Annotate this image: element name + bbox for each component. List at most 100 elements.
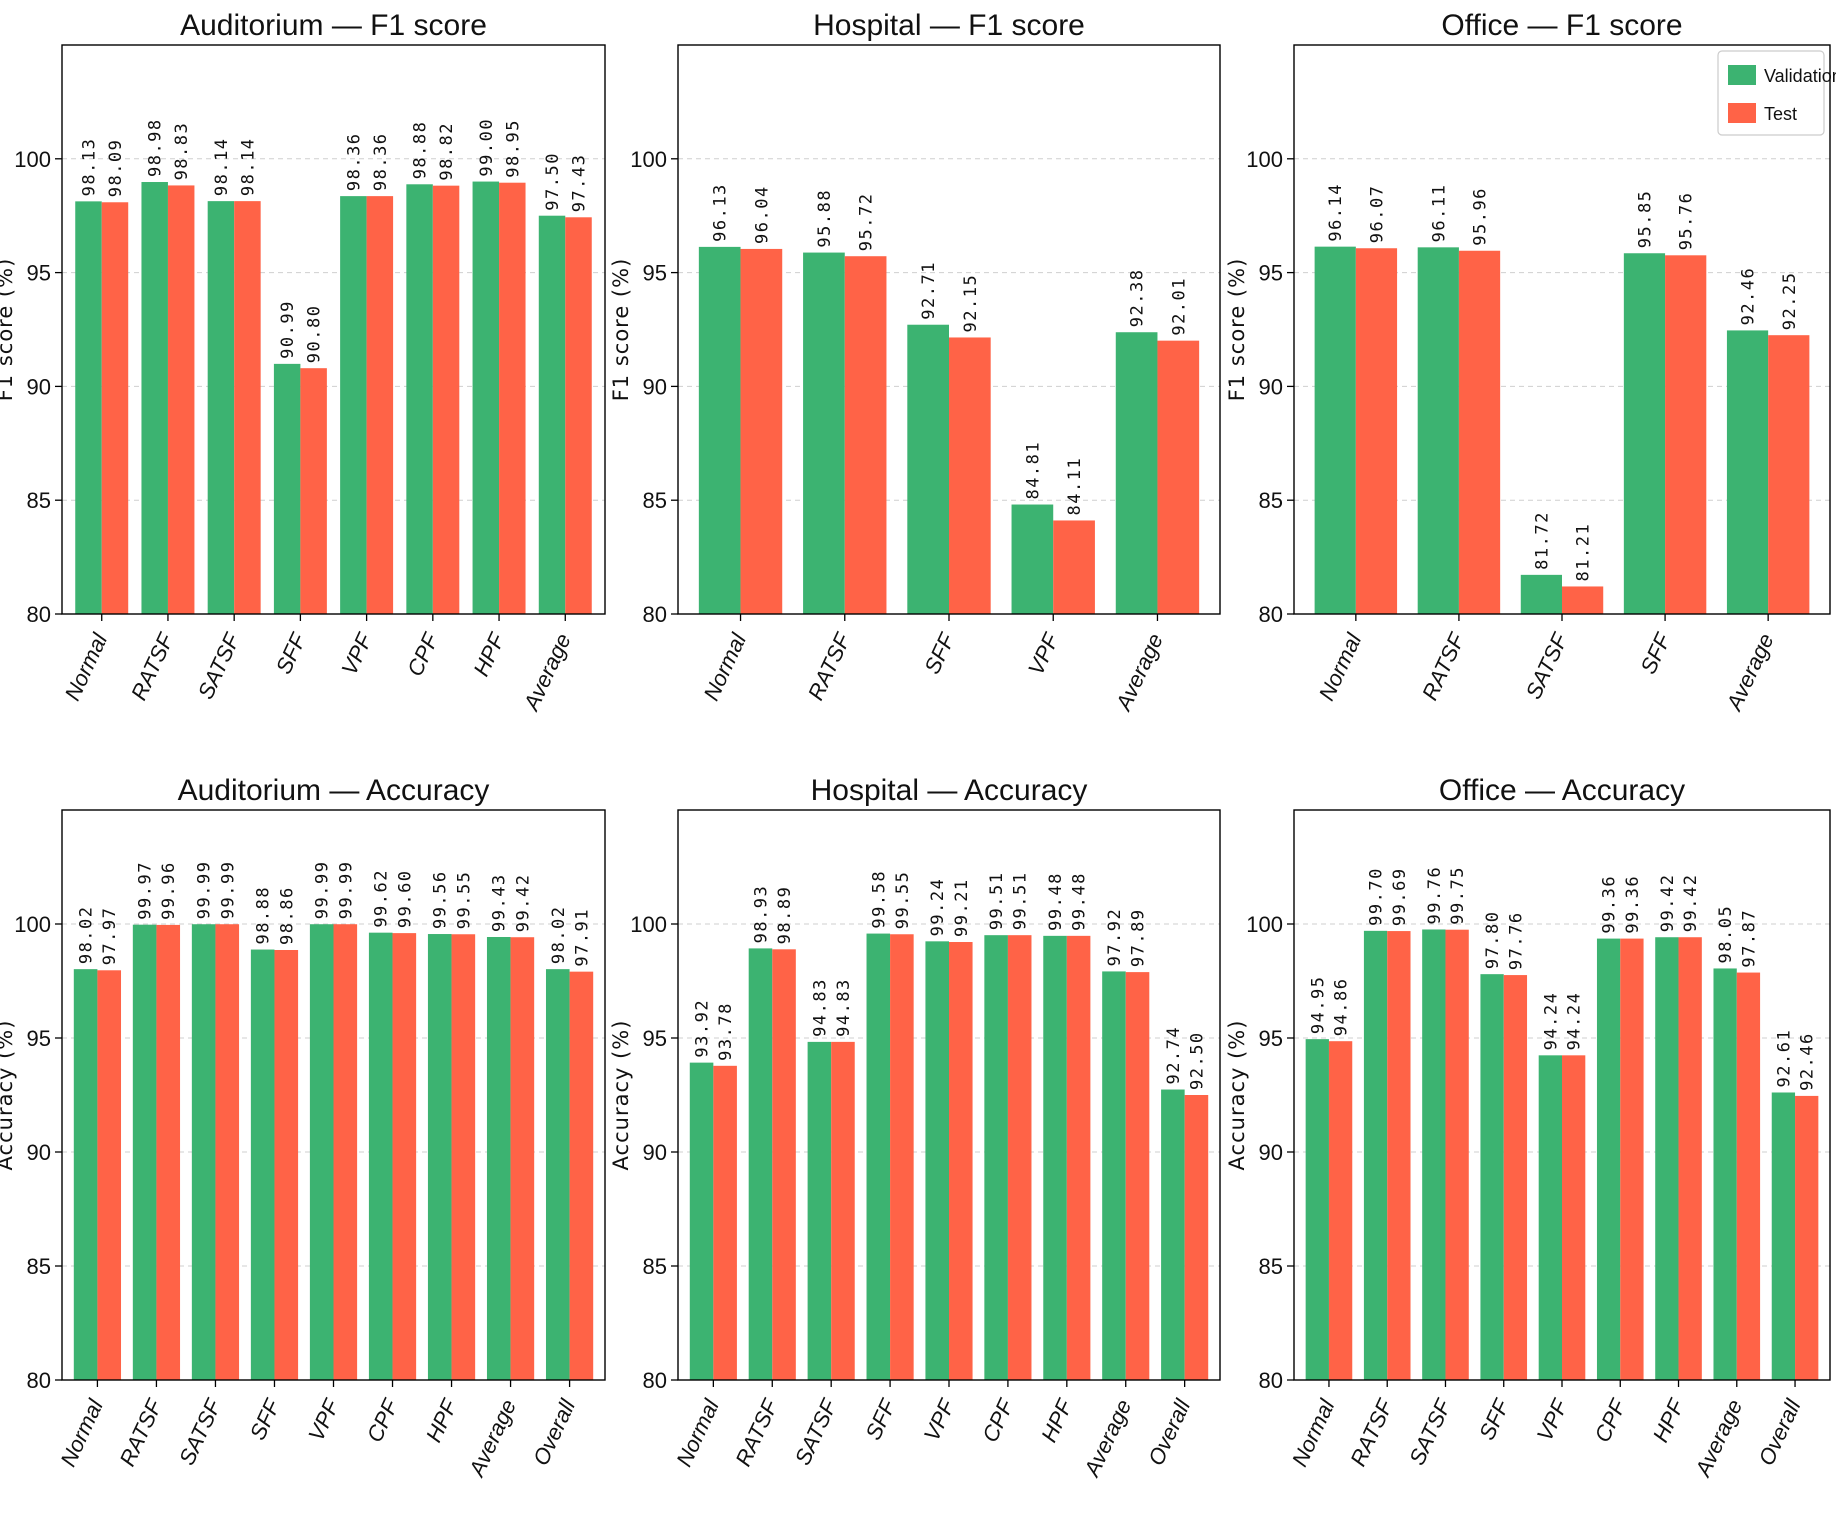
x-tick-label: VPF — [336, 628, 377, 679]
data-label: 97.91 — [572, 908, 592, 967]
data-label: 92.50 — [1187, 1031, 1207, 1090]
data-label: 94.24 — [1541, 992, 1561, 1051]
x-tick-label: Overall — [1143, 1395, 1196, 1470]
data-label: 93.78 — [716, 1002, 736, 1061]
y-tick-label: 80 — [1259, 602, 1283, 627]
bar-validation — [984, 935, 1008, 1380]
y-axis-label: F1 score (%) — [1225, 258, 1249, 402]
x-tick-label: Normal — [671, 1395, 724, 1471]
data-label: 99.43 — [490, 873, 510, 932]
data-label: 98.02 — [549, 905, 569, 964]
data-label: 99.55 — [893, 871, 913, 930]
bar-test — [831, 1041, 855, 1380]
x-tick-label: RATSF — [730, 1394, 783, 1470]
chart-panel-6: Office — Accuracy Accuracy (%) 80 85 90 95 100… — [1225, 774, 1831, 1482]
bar-test — [300, 368, 327, 614]
x-tick-label: SFF — [860, 1394, 901, 1444]
data-label: 99.51 — [1011, 871, 1031, 930]
data-label: 99.48 — [1046, 872, 1066, 931]
bar-validation — [866, 933, 891, 1380]
x-tick-label: HPF — [468, 628, 510, 680]
x-tick-label: RATSF — [1345, 1394, 1398, 1470]
data-label: 99.48 — [1070, 872, 1090, 931]
axes-frame — [61, 809, 606, 1381]
bar-validation — [207, 201, 235, 614]
x-tick-label: SFF — [1635, 628, 1676, 678]
bar-validation — [427, 934, 452, 1380]
data-label: 94.95 — [1308, 975, 1328, 1034]
bar-test — [949, 337, 991, 614]
data-label: 95.88 — [815, 189, 835, 248]
x-tick-label: Average — [1689, 1396, 1747, 1482]
axes-frame — [677, 809, 1221, 1381]
bar-test — [565, 217, 592, 614]
x-tick-label: Average — [1110, 630, 1168, 716]
y-tick-label: 95 — [643, 1026, 667, 1051]
bar-validation — [1623, 253, 1666, 614]
bar-validation — [1713, 968, 1737, 1380]
data-label: 99.42 — [1681, 874, 1701, 933]
bar-validation — [1314, 246, 1356, 614]
data-label: 97.92 — [1105, 908, 1125, 967]
bar-test — [366, 196, 394, 614]
y-tick-label: 95 — [1259, 261, 1283, 286]
bar-test — [167, 185, 195, 614]
data-label: 99.36 — [1600, 875, 1620, 934]
bar-validation — [486, 936, 511, 1380]
bar-validation — [472, 181, 500, 614]
legend-label-validation: Validation — [1764, 66, 1836, 86]
y-tick-label: 90 — [1259, 374, 1283, 399]
y-axis-label: Accuracy (%) — [1225, 1020, 1249, 1171]
chart-title: Office — Accuracy — [1439, 774, 1685, 807]
bar-validation — [368, 932, 393, 1380]
y-tick-label: 85 — [1259, 488, 1283, 513]
data-label: 98.88 — [254, 886, 274, 945]
data-label: 96.13 — [711, 183, 731, 242]
data-label: 90.99 — [278, 300, 298, 359]
data-label: 84.11 — [1065, 457, 1085, 516]
data-label: 98.36 — [344, 132, 364, 191]
x-tick-label: CPF — [402, 628, 444, 680]
x-tick-label: VPF — [303, 1394, 344, 1445]
y-tick-label: 90 — [27, 374, 51, 399]
x-tick-label: Normal — [698, 629, 751, 705]
bar-test — [215, 924, 240, 1380]
data-label: 98.98 — [146, 118, 166, 177]
bar-test — [333, 924, 358, 1380]
data-label: 99.56 — [431, 870, 451, 929]
data-label: 97.97 — [100, 907, 120, 966]
bar-test — [1620, 938, 1644, 1380]
chart-title: Auditorium — F1 score — [180, 9, 487, 42]
data-label: 99.75 — [1448, 866, 1468, 925]
bar-test — [1445, 929, 1469, 1380]
data-label: 92.38 — [1128, 269, 1148, 328]
bar-validation — [191, 924, 216, 1380]
x-tick-label: HPF — [421, 1394, 463, 1446]
bar-test — [1795, 1095, 1819, 1380]
legend-swatch-validation — [1728, 65, 1756, 85]
bar-validation — [1102, 971, 1126, 1380]
bar-validation — [132, 924, 157, 1380]
data-label: 98.09 — [106, 139, 126, 198]
bar-validation — [250, 949, 275, 1380]
bar-validation — [1161, 1089, 1185, 1380]
data-label: 94.83 — [810, 978, 830, 1037]
x-tick-label: SFF — [919, 628, 960, 678]
bar-validation — [803, 252, 845, 614]
y-tick-label: 80 — [1259, 1368, 1283, 1393]
y-tick-label: 100 — [630, 147, 667, 172]
axes-frame — [1293, 809, 1831, 1381]
data-label: 96.04 — [752, 185, 772, 244]
y-tick-label: 85 — [643, 488, 667, 513]
bar-validation — [1655, 937, 1679, 1380]
data-label: 99.58 — [869, 870, 889, 929]
data-label: 92.25 — [1780, 272, 1800, 331]
bar-test — [156, 924, 181, 1380]
y-axis-label: Accuracy (%) — [609, 1020, 633, 1171]
bar-test — [1328, 1041, 1353, 1380]
axes-frame — [1293, 44, 1831, 615]
axes-frame — [61, 44, 606, 615]
data-label: 95.85 — [1635, 190, 1655, 249]
bar-validation — [1771, 1092, 1796, 1380]
x-tick-label: Average — [1721, 630, 1779, 716]
